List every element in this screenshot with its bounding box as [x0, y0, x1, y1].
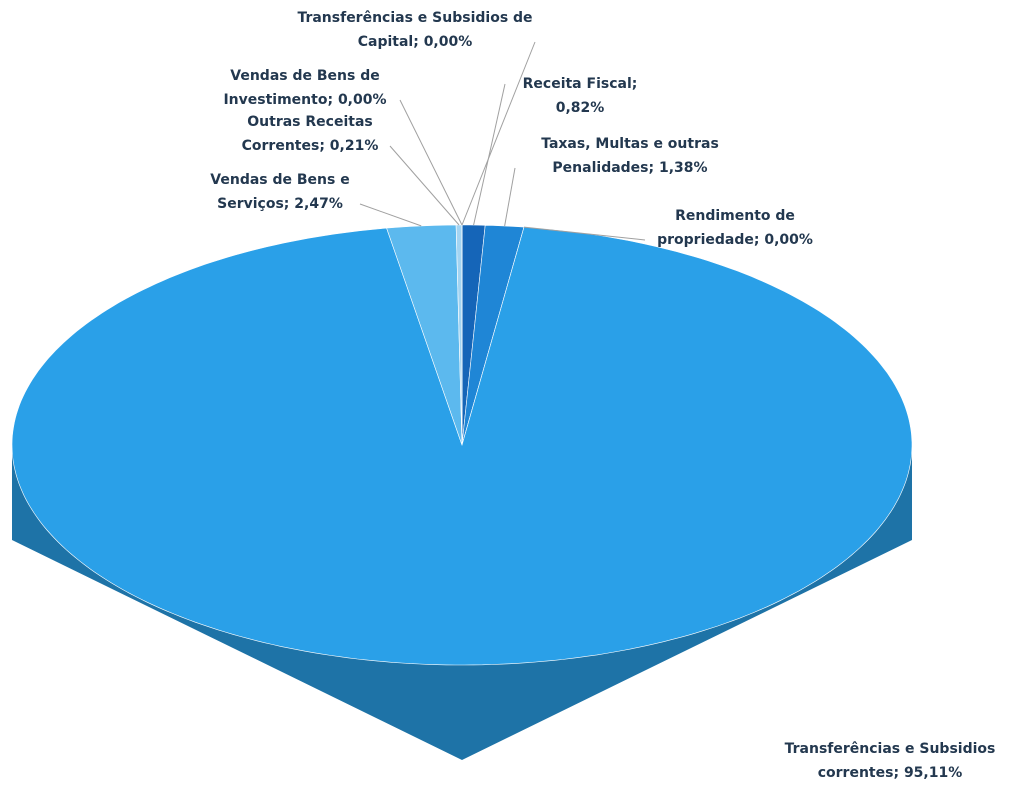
data-label: Rendimento de propriedade0,00%: [640, 204, 830, 252]
data-label: Receita Fiscal 0,82%: [500, 72, 660, 120]
slice: [386, 224, 463, 446]
data-label: Vendas de Bens de Investimento0,00%: [205, 64, 405, 112]
data-label: Vendas de Bens e Serviços2,47%: [195, 168, 365, 216]
data-label: Taxas, Multas e outras Penalidades1,38%: [510, 132, 750, 180]
value-label: 1,38%: [659, 160, 708, 176]
value-label: 0,21%: [329, 138, 379, 154]
category-label: Transferências e Subsidios correntes: [785, 741, 996, 781]
value-label: 0,00%: [423, 34, 473, 50]
slice-side: [12, 445, 912, 760]
data-label: Transferências e Subsidios de Capital0,0…: [290, 6, 540, 54]
data-label: Outras Receitas Correntes0,21%: [225, 110, 395, 158]
value-label: 0,00%: [764, 232, 813, 248]
leader-line: [389, 145, 460, 226]
slice: [11, 226, 913, 666]
data-label: Transferências e Subsidios correntes95,1…: [765, 737, 1010, 785]
leader-line: [359, 203, 422, 227]
leader-line: [504, 167, 516, 227]
value-label: 0,82%: [555, 100, 605, 116]
leader-line: [473, 83, 506, 226]
category-label: Transferências e Subsidios de Capital: [297, 10, 532, 50]
value-label: 0,00%: [337, 92, 387, 108]
leader-line: [399, 99, 463, 226]
value-label: 2,47%: [294, 196, 343, 212]
value-label: 95,11%: [903, 765, 963, 781]
leader-line: [523, 226, 646, 241]
leader-line: [461, 41, 536, 226]
category-label: Receita Fiscal: [523, 76, 638, 92]
